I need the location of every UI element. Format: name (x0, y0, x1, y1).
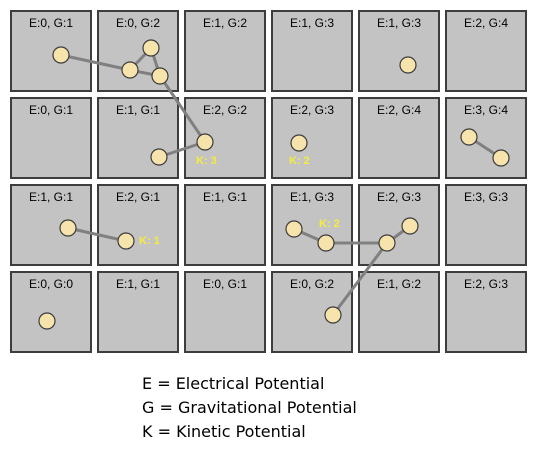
grid-cell: E:0, G:1 (10, 97, 92, 179)
grid-cell: E:2, G:3 (271, 97, 353, 179)
particle (290, 134, 308, 152)
cell-potential-label: E:1, G:1 (115, 103, 161, 117)
cell-potential-label: E:3, G:3 (463, 190, 509, 204)
particle (151, 67, 169, 85)
particle-link (158, 75, 207, 143)
particle (52, 46, 70, 64)
grid-cell: E:1, G:2 (358, 271, 440, 353)
cell-potential-label: E:3, G:4 (463, 103, 509, 117)
particle (121, 61, 139, 79)
particle (399, 56, 417, 74)
legend: E = Electrical Potential G = Gravitation… (142, 372, 357, 444)
cell-potential-label: E:1, G:1 (28, 190, 74, 204)
cell-potential-label: E:2, G:4 (376, 103, 422, 117)
cell-potential-label: E:0, G:1 (202, 277, 248, 291)
grid-cell: E:2, G:3 (358, 184, 440, 266)
cell-potential-label: E:1, G:3 (376, 16, 422, 30)
grid-cell: E:1, G:1 (10, 184, 92, 266)
grid-cell: E:2, G:3 (445, 271, 527, 353)
grid-cell: E:1, G:2 (184, 10, 266, 92)
particle (324, 306, 342, 324)
grid-cell: E:2, G:1 (97, 184, 179, 266)
cell-potential-label: E:2, G:2 (202, 103, 248, 117)
grid-cell: E:0, G:1 (10, 10, 92, 92)
grid-cell: E:1, G:1 (97, 271, 179, 353)
cell-potential-label: E:1, G:3 (289, 190, 335, 204)
particle (142, 39, 160, 57)
grid-cell: E:0, G:1 (184, 271, 266, 353)
particle (378, 234, 396, 252)
cell-potential-label: E:2, G:1 (115, 190, 161, 204)
cell-potential-label: E:2, G:3 (463, 277, 509, 291)
grid-cell: E:1, G:1 (97, 97, 179, 179)
particle (492, 149, 510, 167)
particle (150, 148, 168, 166)
particle (401, 217, 419, 235)
legend-electrical: E = Electrical Potential (142, 374, 325, 393)
particle-link (331, 242, 389, 316)
cell-potential-label: E:0, G:2 (289, 277, 335, 291)
cell-potential-label: E:1, G:1 (115, 277, 161, 291)
cell-potential-label: E:2, G:3 (376, 190, 422, 204)
cell-potential-label: E:1, G:2 (202, 16, 248, 30)
legend-kinetic: K = Kinetic Potential (142, 422, 306, 441)
grid-cell: E:2, G:4 (445, 10, 527, 92)
particle (38, 312, 56, 330)
kinetic-label: K: 3 (196, 155, 217, 167)
legend-gravitational: G = Gravitational Potential (142, 398, 357, 417)
particle (460, 128, 478, 146)
kinetic-label: K: 2 (289, 155, 310, 167)
grid-cell: E:3, G:4 (445, 97, 527, 179)
cell-potential-label: E:0, G:0 (28, 277, 74, 291)
grid-cell: E:3, G:3 (445, 184, 527, 266)
grid-cell: E:1, G:1 (184, 184, 266, 266)
grid-cell: E:0, G:0 (10, 271, 92, 353)
particle (59, 219, 77, 237)
cell-potential-label: E:1, G:2 (376, 277, 422, 291)
grid-cell: E:1, G:3 (271, 10, 353, 92)
particle (196, 133, 214, 151)
particle (317, 234, 335, 252)
cell-potential-label: E:0, G:1 (28, 103, 74, 117)
grid-cell: E:1, G:3 (358, 10, 440, 92)
kinetic-label: K: 2 (319, 218, 340, 230)
cell-potential-label: E:2, G:4 (463, 16, 509, 30)
particle (117, 232, 135, 250)
cell-potential-label: E:0, G:1 (28, 16, 74, 30)
grid-cell: E:2, G:4 (358, 97, 440, 179)
particle-link (67, 226, 127, 243)
particle-link (60, 53, 131, 72)
cell-potential-label: E:1, G:1 (202, 190, 248, 204)
particle (285, 220, 303, 238)
grid-cell: E:1, G:3 (271, 184, 353, 266)
cell-potential-label: E:1, G:3 (289, 16, 335, 30)
cell-potential-label: E:2, G:3 (289, 103, 335, 117)
kinetic-label: K: 1 (139, 235, 160, 247)
cell-potential-label: E:0, G:2 (115, 16, 161, 30)
